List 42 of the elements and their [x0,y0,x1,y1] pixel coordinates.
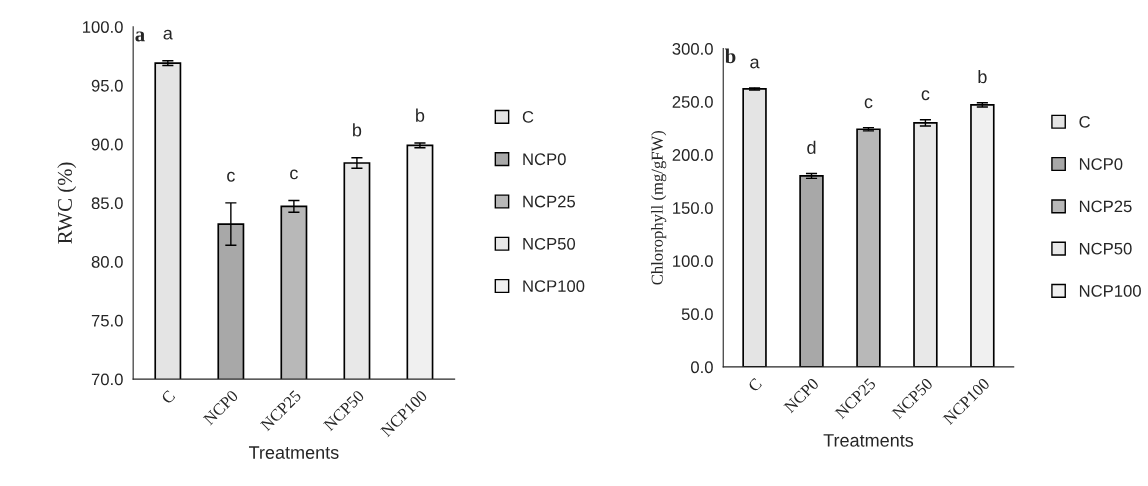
legend-label: NCP50 [1079,242,1132,255]
legend-label: NCP100 [523,280,585,293]
x-tick-label: C [747,377,763,393]
y-axis-title: RWC (%) [57,162,77,244]
annotation: a [135,31,145,42]
annotation: c [227,171,235,182]
legend-label: NCP50 [523,237,576,250]
y-tick-label: 200.0 [672,149,713,161]
x-tick-label: C [160,389,176,405]
legend-label: C [1079,115,1090,128]
annotation: c [864,98,873,109]
legend-label: NCP25 [1079,200,1132,213]
y-tick-label: 50.0 [681,308,713,321]
annotation: c [290,169,298,180]
annotation: b [724,48,736,64]
annotation: a [750,58,760,69]
y-tick-label: 85.0 [91,197,123,210]
legend-label: NCP100 [1079,285,1141,297]
x-axis-title: Treatments [823,434,914,447]
annotation: d [807,140,816,155]
y-tick-label: 100.0 [673,255,713,268]
annotation: c [921,90,930,101]
y-tick-label: 100.0 [83,21,123,33]
annotation: b [978,69,987,84]
legend-label: NCP25 [523,195,576,208]
x-axis-title: Treatments [248,446,339,459]
y-tick-label: 0.0 [691,361,713,374]
y-tick-label: 70.0 [91,373,123,386]
y-tick-label: 90.0 [91,138,123,151]
legend-label: NCP0 [523,153,566,166]
y-axis-title: Chlorophyll (mg/gFW) [651,130,667,285]
y-tick-label: 150.0 [673,202,713,214]
annotation: a [163,29,173,40]
y-tick-label: 80.0 [91,256,123,268]
y-tick-label: 95.0 [91,79,123,92]
y-tick-label: 250.0 [672,96,713,108]
legend-label: C [522,111,534,123]
legend-label: NCP0 [1079,158,1123,170]
y-tick-label: 75.0 [91,314,123,327]
y-tick-label: 300.0 [672,43,713,55]
annotation: b [416,108,425,122]
annotation: b [353,123,362,137]
